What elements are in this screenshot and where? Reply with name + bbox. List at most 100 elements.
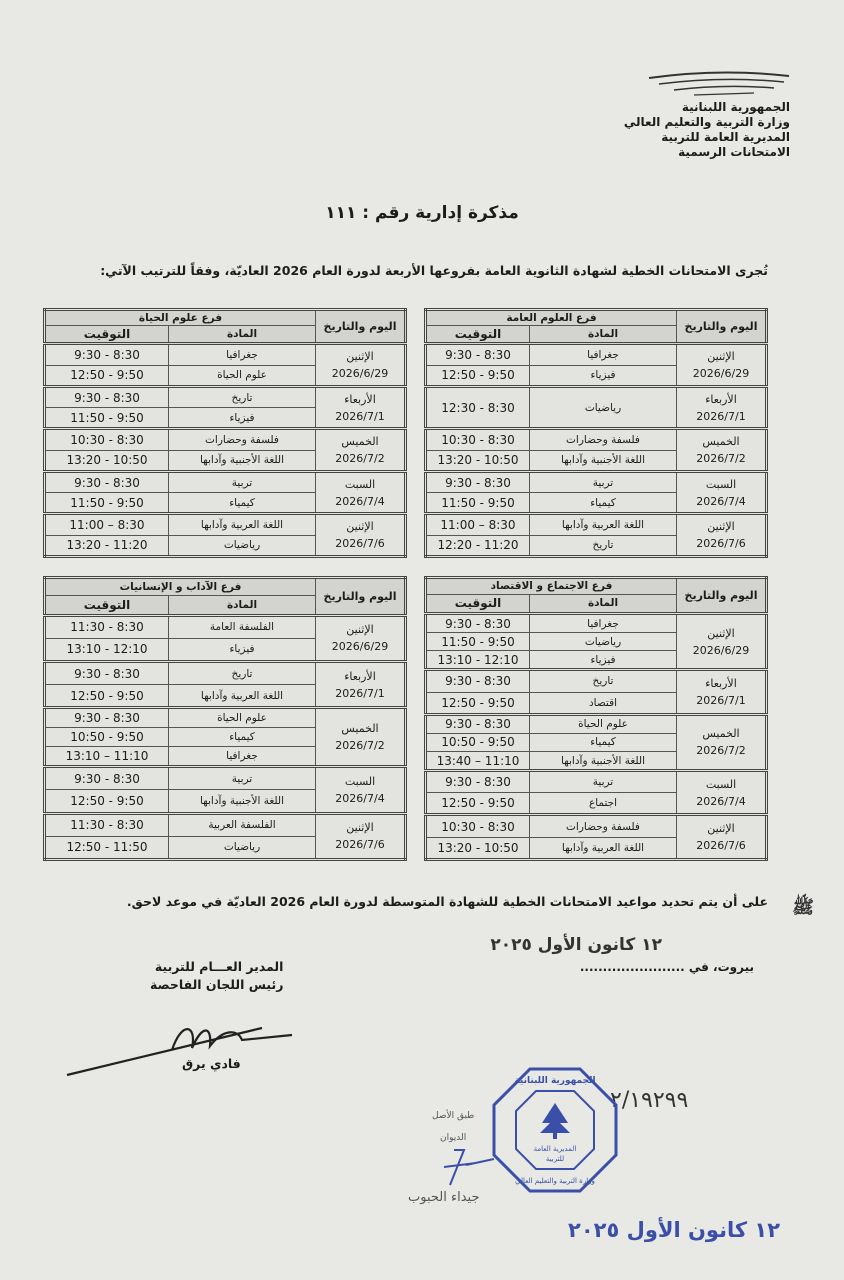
time-cell: 13:20 - 11:20	[44, 534, 169, 558]
table-row: الإثنين 2026/7/6 اللغة العربية وآدابها 11:0…	[425, 512, 767, 557]
exam-date: 2026/7/2	[696, 744, 746, 758]
time-cell: 9:30 - 8:30	[44, 342, 169, 366]
day-date-cell: الخميس 2026/7/2	[676, 427, 767, 472]
reference-number: ٢/١٩٢٩٩	[610, 1088, 689, 1113]
time-cell: 12:50 - 9:50	[425, 691, 530, 715]
day-date-header: اليوم والتاريخ	[676, 577, 767, 614]
table-row: السبت 2026/7/4 تربية 9:30 - 8:30	[425, 469, 767, 515]
table-row: كيمياء 10:50 - 9:50	[425, 732, 767, 752]
time-cell: 12:50 - 9:50	[44, 789, 169, 814]
branch-header: فرع الآداب و الإنسانيات	[44, 577, 316, 596]
subject-cell: فيزياء	[529, 650, 677, 671]
table-row: اللغة العربية وآدابها 13:20 - 10:50	[425, 836, 767, 861]
time-header: التوقيت	[44, 594, 169, 616]
table-row: رياضيات 12:50 - 11:50	[44, 835, 406, 861]
clerk-name: جيداء الحبوب	[408, 1190, 480, 1205]
time-cell: 12:30 - 8:30	[425, 384, 530, 430]
time-header: التوقيت	[44, 325, 169, 345]
table-row: السبت 2026/7/4 تربية 9:30 - 8:30	[44, 765, 406, 814]
day-date-cell: السبت 2026/7/4	[315, 765, 406, 814]
table-row: كيمياء 11:50 - 9:50	[44, 492, 406, 515]
branch-header: فرع علوم الحياة	[44, 308, 316, 327]
day-date-cell: السبت 2026/7/4	[676, 769, 767, 816]
day-date-cell: الخميس 2026/7/2	[676, 712, 767, 772]
schedule-table: اليوم والتاريخ فرع العلوم العامة المادة الت…	[424, 308, 768, 558]
subject-cell: كيمياء	[168, 492, 316, 515]
handwritten-date: ١٢ كانون الأول ٢٠٢٥	[490, 935, 662, 955]
branch-header: فرع العلوم العامة	[425, 308, 677, 327]
time-cell: 13:20 - 10:50	[425, 836, 530, 861]
time-cell: 11:50 - 9:50	[44, 492, 169, 515]
table-row: اللغة الأجنبية وآدابها 12:50 - 9:50	[44, 789, 406, 814]
exam-date: 2026/7/2	[696, 452, 746, 466]
subject-cell: فيزياء	[168, 637, 316, 662]
time-header: التوقيت	[425, 325, 530, 345]
office-label: الديوان	[440, 1133, 467, 1143]
table-row: السبت 2026/7/4 تربية 9:30 - 8:30	[425, 769, 767, 816]
time-cell: 9:30 - 8:30	[425, 469, 530, 494]
day-date-cell: الأربعاء 2026/7/1	[315, 384, 406, 430]
table-row: اللغة الأجنبية وآدابها 13:20 - 10:50	[44, 449, 406, 472]
header-line: وزارة التربية والتعليم العالي	[623, 115, 790, 129]
time-cell: 13:10 - 12:10	[425, 650, 530, 671]
time-cell: 12:20 - 11:20	[425, 534, 530, 558]
table-row: علوم الحياة 12:50 - 9:50	[44, 364, 406, 387]
day-name: الإثنين	[707, 626, 735, 640]
subject-cell: رياضيات	[168, 534, 316, 558]
day-date-cell: الإثنين 2026/6/29	[676, 611, 767, 671]
exam-date: 2026/7/6	[696, 537, 746, 551]
day-name: الإثنين	[346, 821, 374, 835]
subject-cell: اللغة العربية وآدابها	[529, 836, 677, 861]
time-cell: 13:20 - 10:50	[44, 449, 169, 472]
time-cell: 9:30 - 8:30	[44, 706, 169, 729]
table-row: الخميس 2026/7/2 فلسفة وحضارات 10:30 - 8:30	[425, 427, 767, 472]
time-cell: 11:30 - 8:30	[44, 613, 169, 639]
day-name: السبت	[344, 774, 376, 788]
exam-date: 2026/6/29	[692, 367, 750, 381]
time-cell: 10:30 - 8:30	[44, 427, 169, 451]
day-name: الأربعاء	[705, 392, 737, 406]
subject-cell: جغرافيا	[529, 342, 677, 366]
day-name: الخميس	[341, 722, 379, 736]
exam-date: 2026/6/29	[331, 640, 389, 654]
subject-cell: تاريخ	[168, 659, 316, 686]
subject-cell: كيمياء	[529, 492, 677, 515]
table-row: فيزياء 11:50 - 9:50	[44, 407, 406, 430]
day-date-cell: الخميس 2026/7/2	[315, 706, 406, 768]
header-line: الامتحانات الرسمية	[678, 145, 790, 159]
subject-header: المادة	[529, 593, 677, 614]
day-name: الإثنين	[346, 623, 374, 637]
subject-cell: تاريخ	[529, 668, 677, 693]
day-date-cell: الإثنين 2026/6/29	[315, 342, 406, 387]
day-name: الإثنين	[707, 350, 735, 364]
table-row: اقتصاد 12:50 - 9:50	[425, 691, 767, 715]
time-cell: 13:10 - 12:10	[44, 637, 169, 662]
exam-date: 2026/7/4	[696, 494, 746, 508]
table-row: جغرافيا 13:10 – 11:10	[44, 746, 406, 768]
exam-date: 2026/7/1	[335, 686, 385, 700]
day-date-cell: الإثنين 2026/7/6	[676, 813, 767, 860]
time-header: التوقيت	[425, 593, 530, 614]
subject-cell: رياضيات	[529, 384, 677, 430]
memo-title: مذكرة إدارية رقم : ١١١	[325, 203, 519, 223]
subject-header: المادة	[168, 325, 316, 345]
day-date-cell: الإثنين 2026/7/6	[315, 512, 406, 557]
table-row: الإثنين 2026/6/29 جغرافيا 9:30 - 8:30	[44, 342, 406, 387]
time-cell: 11:30 - 8:30	[44, 811, 169, 837]
header-line: المديرية العامة للتربية	[661, 130, 790, 144]
subject-cell: فلسفة وحضارات	[168, 427, 316, 451]
table-row: الأربعاء 2026/7/1 رياضيات 12:30 - 8:30	[425, 384, 767, 430]
footer-note: على أن يتم تحديد مواعيد الامتحانات الخطي…	[126, 894, 768, 909]
director-signature	[66, 1026, 293, 1077]
day-date-cell: الإثنين 2026/6/29	[676, 342, 767, 387]
subject-header: المادة	[168, 594, 316, 616]
subject-cell: اللغة الأجنبية وآدابها	[529, 750, 677, 772]
table-row: الأربعاء 2026/7/1 تاريخ 9:30 - 8:30	[44, 384, 406, 430]
schedule-table: اليوم والتاريخ فرع الآداب و الإنسانيات الم…	[43, 576, 407, 861]
subject-cell: فيزياء	[168, 407, 316, 430]
day-name: الأربعاء	[705, 677, 737, 691]
day-date-cell: الأربعاء 2026/7/1	[315, 659, 406, 709]
director-title: المدير العـــام للتربية	[154, 959, 284, 974]
svg-text:للتربية: للتربية	[546, 1155, 564, 1163]
table-row: السبت 2026/7/4 تربية 9:30 - 8:30	[44, 469, 406, 515]
